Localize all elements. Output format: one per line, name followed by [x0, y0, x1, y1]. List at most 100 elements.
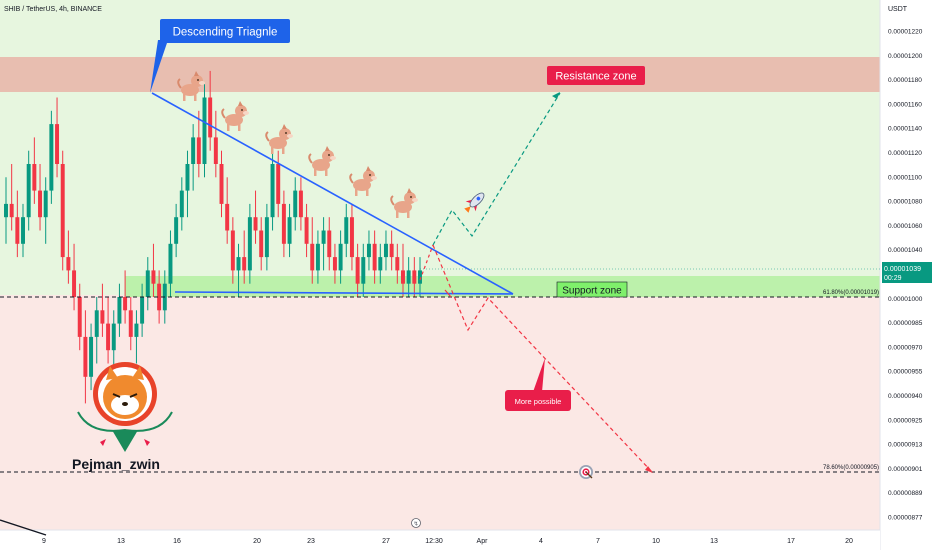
candle-body: [270, 164, 275, 218]
candle-body: [242, 257, 247, 271]
price-tick-label: 0.00001080: [888, 199, 923, 206]
time-tick-label: 17: [787, 538, 795, 545]
time-tick-label: 10: [652, 538, 660, 545]
support-zone: [125, 276, 880, 297]
price-tick-label: 0.00000877: [888, 515, 923, 522]
time-tick-label: 27: [382, 538, 390, 545]
candle-body: [293, 190, 298, 218]
time-axis-ticks: 9 13 16 20 23 27 12:30 Apr 4 7 10 13 17 20: [42, 538, 853, 545]
candle-body: [179, 190, 184, 218]
price-tick-label: 0.00001200: [888, 53, 923, 60]
time-tick-label: 12:30: [425, 538, 443, 545]
shiba-dog-icon: [390, 188, 418, 218]
candle-body: [349, 217, 354, 258]
author-logo: Pejman_zwin: [72, 362, 173, 472]
price-tick-label: 0.00000913: [888, 442, 923, 449]
candle-body: [21, 217, 25, 244]
bullish-gradient-bg: [0, 0, 880, 295]
candle-body: [196, 137, 201, 164]
shiba-dog-icon: [308, 146, 336, 176]
resistance-zone-label: Resistance zone: [555, 71, 636, 83]
candle-body: [32, 164, 37, 191]
candle-body: [94, 310, 99, 337]
candle-body: [355, 257, 360, 284]
price-tick-label: 0.00000940: [888, 393, 923, 400]
price-tick-label: 0.00000970: [888, 344, 923, 351]
price-tick-label: 0.00000901: [888, 466, 923, 473]
descending-triangle-callout: Descending Triagnle: [150, 19, 290, 93]
red-connector: [419, 244, 434, 281]
descending-triangle-label: Descending Triagnle: [173, 27, 278, 39]
candle-body: [219, 164, 224, 204]
candle-body: [168, 243, 173, 284]
candle-countdown: 00:29: [884, 275, 902, 282]
candle-body: [77, 297, 82, 337]
support-zone-label: Support zone: [562, 286, 622, 297]
time-tick-label: 13: [710, 538, 718, 545]
price-tick-label: 0.00001220: [888, 29, 923, 36]
fib-618-label: 61.80%(0.00001019): [823, 290, 879, 296]
price-tick-label: 0.00001040: [888, 247, 923, 254]
replay-icon[interactable]: ↯: [411, 518, 421, 528]
candle-body: [106, 323, 111, 351]
shiba-dog-icon: [221, 101, 249, 131]
candle-body: [230, 230, 235, 271]
candle-body: [128, 310, 133, 337]
time-tick-label: 20: [253, 538, 261, 545]
time-tick-label: 23: [307, 538, 315, 545]
bullish-projection: [432, 92, 561, 246]
candle-body: [145, 270, 150, 297]
currency-label: USDT: [888, 6, 908, 13]
candle-body: [366, 243, 371, 258]
more-possible-callout: More possible: [505, 358, 571, 411]
candle-body: [253, 217, 258, 231]
candle-body: [418, 270, 422, 284]
time-tick-label: 4: [539, 538, 543, 545]
target-icon: [579, 465, 593, 479]
candle-body: [383, 243, 388, 258]
candle-body: [55, 124, 60, 164]
price-tick-label: 0.00000925: [888, 417, 923, 424]
price-tick-label: 0.00001140: [888, 126, 922, 133]
candle-body: [89, 336, 94, 377]
shiba-dog-icon: [265, 124, 293, 154]
current-price-tag: 0.00001039 00:29: [420, 262, 932, 283]
candle-body: [15, 217, 20, 244]
candle-body: [259, 230, 264, 258]
time-tick-label: 7: [596, 538, 600, 545]
candle-body: [26, 164, 31, 218]
candle-body: [361, 257, 366, 284]
svg-text:↯: ↯: [413, 521, 418, 528]
price-tick-label: 0.00000985: [888, 320, 923, 327]
fib-786-label: 78.60%(0.00000905): [823, 465, 879, 471]
candle-body: [378, 257, 383, 271]
candle-body: [100, 310, 105, 324]
author-name: Pejman_zwin: [72, 456, 160, 472]
shiba-dog-icon: [177, 71, 205, 101]
candle-body: [111, 323, 116, 351]
triangle-lower-line: [174, 291, 514, 295]
candle-body: [72, 270, 77, 297]
price-axis-ticks: 0.00001220 0.00001200 0.00001180 0.00001160…: [888, 29, 923, 522]
candle-body: [60, 164, 65, 258]
candle-body: [174, 217, 179, 244]
candle-body: [298, 190, 303, 218]
candle-body: [344, 217, 349, 244]
candle-body: [332, 257, 337, 271]
candle-body: [208, 97, 213, 138]
candle-body: [389, 243, 394, 258]
candle-body: [321, 230, 326, 244]
shiba-dog-icon: [349, 166, 377, 196]
candle-body: [134, 323, 139, 337]
time-axis-panel: [0, 530, 880, 550]
time-tick-label: 16: [173, 538, 181, 545]
candle-body: [395, 257, 400, 271]
bullish-arrowhead: [552, 92, 560, 99]
candle-body: [9, 203, 14, 218]
candle-body: [236, 257, 241, 271]
price-tick-label: 0.00001120: [888, 150, 922, 157]
price-tick-label: 0.00001060: [888, 223, 923, 230]
time-tick-label: 9: [42, 538, 46, 545]
